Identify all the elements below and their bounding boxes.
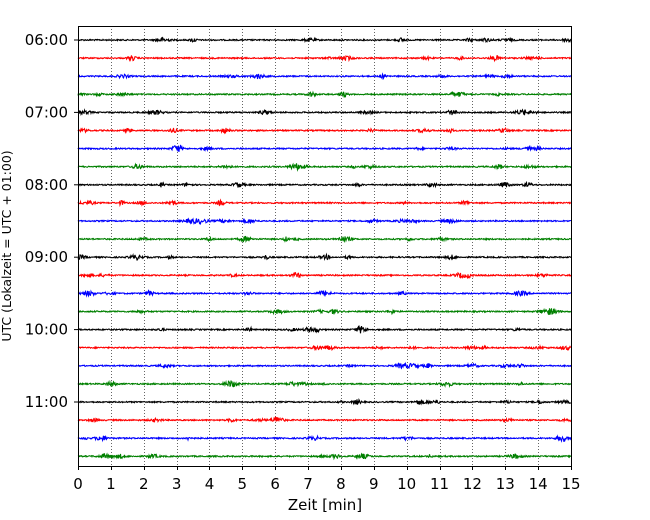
y-tick-label-5: 11:00 (25, 393, 68, 411)
x-tick-label-4: 4 (205, 475, 215, 493)
y-tick-label-1: 07:00 (25, 103, 68, 121)
plot-frame (78, 26, 572, 467)
y-tick-label-2: 08:00 (25, 176, 68, 194)
x-tick-label-2: 2 (139, 475, 149, 493)
x-tick-label-9: 9 (369, 475, 379, 493)
trace-0915 (77, 271, 572, 280)
seismogram-traces (77, 36, 572, 461)
x-tick-label-6: 6 (270, 475, 280, 493)
x-tick-label-7: 7 (303, 475, 313, 493)
x-axis-label: Zeit [min] (288, 496, 362, 514)
y-tick-label-4: 10:00 (25, 321, 68, 339)
trace-0945 (77, 307, 572, 316)
x-tick-label-10: 10 (397, 475, 416, 493)
x-tick-label-8: 8 (336, 475, 346, 493)
trace-1145 (77, 452, 572, 461)
trace-1030 (77, 361, 572, 370)
x-tick-label-3: 3 (172, 475, 182, 493)
trace-1045 (77, 379, 572, 389)
trace-0730 (77, 144, 572, 153)
y-axis-label: UTC (Lokalzeit = UTC + 01:00) (0, 150, 14, 341)
trace-0745 (77, 162, 572, 172)
trace-0615 (77, 54, 572, 63)
y-tick-label-3: 09:00 (25, 248, 68, 266)
x-axis-ticks: 0 1 2 3 4 5 6 7 8 9 10 11 12 13 14 15 (73, 466, 581, 493)
trace-0700 (77, 108, 572, 117)
x-tick-label-5: 5 (238, 475, 248, 493)
x-tick-label-11: 11 (430, 475, 449, 493)
trace-0900 (77, 252, 572, 261)
trace-0800 (77, 180, 572, 189)
trace-0815 (77, 198, 572, 208)
x-tick-label-0: 0 (73, 475, 83, 493)
trace-1130 (77, 434, 572, 443)
trace-0930 (77, 289, 572, 298)
trace-0645 (77, 90, 572, 99)
x-tick-label-12: 12 (463, 475, 482, 493)
x-tick-label-1: 1 (106, 475, 116, 493)
trace-0600 (77, 36, 572, 44)
trace-1115 (77, 416, 572, 424)
x-tick-label-13: 13 (496, 475, 515, 493)
trace-0830 (77, 217, 572, 226)
y-tick-label-0: 06:00 (25, 31, 68, 49)
y-axis-ticks: 06:00 07:00 08:00 09:00 10:00 11:00 (25, 31, 78, 411)
trace-0845 (77, 235, 572, 244)
x-tick-label-15: 15 (561, 475, 580, 493)
trace-0715 (77, 127, 572, 135)
trace-1015 (77, 344, 572, 352)
trace-1000 (77, 325, 572, 334)
trace-1100 (77, 397, 572, 406)
grid-lines (111, 26, 539, 466)
trace-0630 (77, 72, 572, 81)
x-tick-label-14: 14 (529, 475, 548, 493)
